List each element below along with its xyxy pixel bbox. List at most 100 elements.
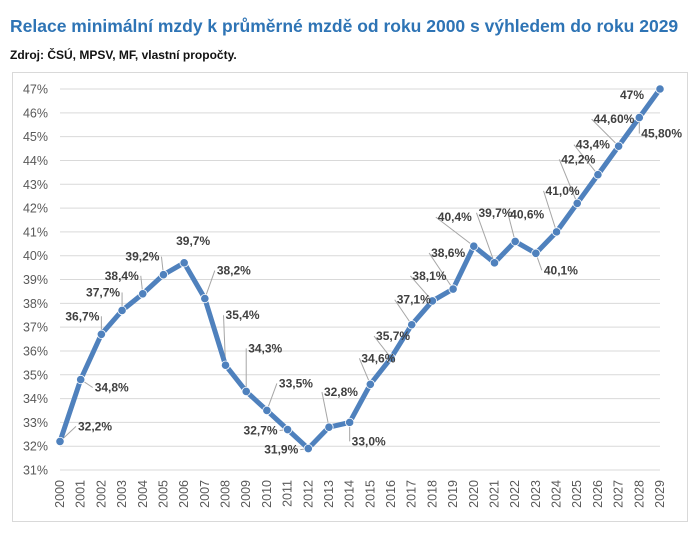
label-leader-line — [573, 144, 599, 176]
x-tick-label: 2028 — [632, 480, 646, 508]
y-tick-label: 31% — [23, 464, 48, 478]
data-label: 42,2% — [561, 152, 595, 166]
x-tick-label: 2023 — [529, 480, 543, 508]
data-point — [427, 296, 438, 306]
x-tick-label: 2000 — [53, 480, 67, 508]
data-points — [55, 84, 665, 454]
y-tick-label: 35% — [23, 368, 48, 382]
data-point — [117, 305, 127, 316]
data-label: 34,8% — [95, 381, 129, 395]
x-tick-label: 2005 — [156, 480, 170, 508]
data-point — [572, 198, 582, 208]
data-point — [448, 284, 458, 294]
data-point — [303, 443, 313, 454]
data-point — [241, 386, 251, 397]
y-tick-label: 44% — [23, 154, 48, 168]
data-label: 37,1% — [397, 293, 431, 307]
data-label: 41,0% — [546, 184, 580, 198]
data-point — [593, 170, 603, 180]
data-point — [614, 141, 624, 151]
x-tick-label: 2008 — [219, 480, 233, 508]
label-leader-line — [591, 118, 619, 147]
series-line-path — [57, 86, 663, 452]
x-tick-label: 2004 — [136, 480, 150, 508]
y-tick-label: 41% — [23, 225, 48, 239]
y-tick-label: 37% — [23, 321, 48, 335]
data-label: 32,2% — [78, 419, 112, 433]
x-tick-label: 2003 — [115, 480, 129, 508]
data-label: 47% — [620, 88, 644, 102]
data-point — [345, 417, 355, 427]
y-tick-label: 43% — [23, 178, 48, 192]
y-tick-label: 33% — [23, 416, 48, 430]
data-point — [55, 436, 65, 447]
data-label: 39,2% — [125, 250, 159, 264]
data-point — [200, 293, 210, 304]
label-leader-line — [558, 159, 578, 204]
y-tick-label: 38% — [23, 297, 48, 311]
x-tick-label: 2011 — [281, 480, 295, 507]
data-point — [324, 422, 334, 432]
x-tick-label: 2018 — [425, 480, 439, 508]
data-point — [138, 289, 148, 299]
x-tick-label: 2006 — [177, 480, 191, 508]
x-tick-label: 2017 — [405, 480, 419, 508]
data-point — [179, 258, 189, 268]
data-label: 40,1% — [544, 263, 578, 277]
data-point — [220, 360, 231, 370]
y-tick-label: 40% — [23, 249, 48, 263]
data-point — [469, 241, 479, 251]
data-label: 40,4% — [438, 210, 472, 224]
data-label: 44,60% — [594, 112, 635, 126]
data-label: 39,7% — [176, 234, 210, 248]
x-tick-label: 2002 — [94, 480, 108, 508]
data-point — [531, 248, 541, 258]
data-label: 38,6% — [431, 246, 465, 260]
data-label: 33,5% — [279, 376, 313, 390]
x-tick-label: 2022 — [508, 480, 522, 508]
data-label: 33,0% — [352, 434, 386, 448]
x-tick-label: 2014 — [343, 480, 357, 508]
label-leader-line — [358, 358, 371, 385]
x-tick-label: 2013 — [322, 480, 336, 508]
data-label: 34,3% — [248, 341, 282, 355]
data-labels: 32,2% 34,8% 36,7% 37,7% 38,4% 39,2% 39,7% 38,2%… — [65, 88, 682, 457]
label-leader-lines — [59, 117, 640, 451]
label-leader-line — [394, 299, 413, 326]
label-leader-line — [204, 270, 216, 299]
y-tick-label: 36% — [23, 344, 48, 358]
label-leader-line — [543, 190, 558, 233]
label-leader-line — [266, 383, 278, 411]
data-label: 36,7% — [65, 309, 99, 323]
y-tick-label: 45% — [23, 130, 48, 144]
x-tick-label: 2007 — [198, 480, 212, 508]
data-point — [262, 405, 272, 416]
data-point — [76, 374, 86, 385]
y-axis-ticks: 31% 32% 33% 34% 35% 36% 37% 38% 39% 40% 41% 42% 43% 4… — [23, 83, 48, 478]
data-label: 38,2% — [217, 264, 251, 278]
data-label: 32,7% — [244, 424, 278, 438]
x-tick-label: 2016 — [384, 480, 398, 508]
x-tick-label: 2029 — [653, 480, 667, 508]
x-tick-label: 2026 — [591, 480, 605, 508]
data-point — [365, 379, 375, 389]
x-tick-label: 2024 — [550, 480, 564, 508]
x-tick-label: 2021 — [487, 480, 501, 508]
data-label: 31,9% — [264, 443, 298, 457]
label-leader-line — [373, 335, 392, 359]
series-line — [57, 86, 663, 452]
chart-frame — [12, 72, 688, 522]
y-tick-label: 47% — [23, 83, 48, 97]
data-point — [158, 270, 169, 280]
chart-title: Relace minimální mzdy k průměrné mzdě od… — [10, 16, 679, 36]
data-label: 40,6% — [510, 207, 544, 221]
data-point — [551, 227, 562, 237]
y-tick-label: 34% — [23, 392, 48, 406]
x-tick-label: 2020 — [467, 480, 481, 508]
data-point — [386, 353, 396, 363]
data-label: 35,7% — [376, 329, 410, 343]
x-tick-label: 2015 — [363, 480, 377, 508]
data-label: 32,8% — [324, 385, 358, 399]
chart-source: Zdroj: ČSÚ, MPSV, MF, vlastní propočty. — [10, 48, 237, 62]
